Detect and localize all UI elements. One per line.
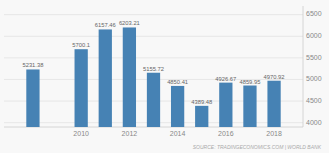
data-label: 5700.1 [72, 42, 90, 48]
x-tick-label: 2014 [170, 130, 186, 137]
bar [147, 73, 160, 127]
y-tick-label: 4000 [306, 119, 322, 126]
y-tick-label: 6000 [306, 32, 322, 39]
bar [99, 29, 112, 127]
data-label: 5155.72 [143, 66, 164, 72]
bar [75, 49, 88, 127]
data-label: 4970.92 [264, 74, 285, 80]
bar [123, 27, 136, 127]
data-label: 5231.38 [22, 62, 43, 68]
data-label: 6203.21 [119, 20, 140, 26]
y-tick-label: 5000 [306, 75, 322, 82]
grid-line [4, 57, 303, 58]
bar [195, 106, 208, 127]
data-label: 6157.46 [95, 22, 116, 28]
background [0, 0, 329, 153]
data-label: 4850.41 [167, 79, 188, 85]
y-axis-line [303, 6, 304, 127]
bar [26, 69, 39, 127]
data-label: 4859.95 [239, 79, 260, 85]
bar [171, 86, 184, 127]
x-tick-label: 2016 [218, 130, 234, 137]
x-tick-label: 2018 [266, 130, 282, 137]
y-tick-label: 6500 [306, 10, 322, 17]
y-tick-label: 5500 [306, 54, 322, 61]
source-note: SOURCE: TRADINGECONOMICS.COM | WORLD BAN… [193, 144, 322, 150]
y-tick-label: 4500 [306, 97, 322, 104]
x-tick-label: 2012 [122, 130, 138, 137]
data-label: 4389.48 [191, 99, 212, 105]
data-label: 4926.67 [215, 76, 236, 82]
bar [243, 86, 256, 127]
bars [26, 27, 280, 127]
x-tick-label: 2010 [73, 130, 89, 137]
grid-line [4, 36, 303, 37]
bar [267, 81, 280, 127]
bar [219, 83, 232, 127]
chart: 4000 4500 5000 5500 6000 6500 5231.38 5700.1 615… [0, 0, 329, 153]
grid-line [4, 14, 303, 15]
